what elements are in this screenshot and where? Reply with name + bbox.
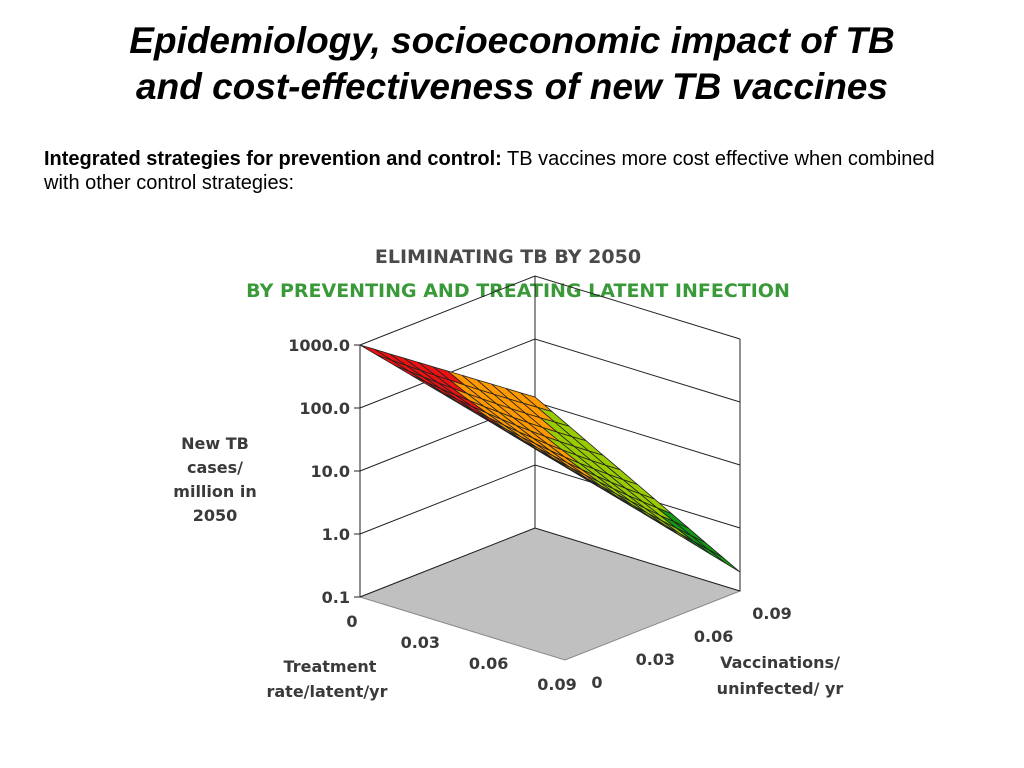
y-tick-label: 0.03 [636, 650, 675, 669]
y-tick-label: 0.06 [694, 627, 733, 646]
intro-text: Integrated strategies for prevention and… [44, 147, 944, 195]
z-gridline [359, 275, 741, 346]
surface-cell [547, 455, 580, 476]
surface-cell [691, 535, 724, 558]
x-tick-label: 0.03 [401, 633, 440, 652]
z-tick-label: 10.0 [311, 462, 350, 481]
chart-title: ELIMINATING TB BY 2050 [374, 246, 642, 268]
z-label-line-2: cases/ [186, 458, 244, 477]
y-tick-label: 0.09 [752, 604, 791, 623]
z-label-line-3: million in [173, 482, 257, 501]
chart-subtitle: BY PREVENTING AND TREATING LATENT INFECT… [246, 280, 790, 302]
intro-bold: Integrated strategies for prevention and… [44, 148, 502, 170]
title-line-1: Epidemiology, socioeconomic impact of TB [129, 20, 895, 61]
surface-mesh [359, 344, 741, 573]
z-label-line-4: 2050 [192, 506, 238, 525]
x-tick-label: 0 [346, 612, 357, 631]
intro-body: TB vaccines more cost effective when com… [44, 148, 935, 194]
title-line-2: and cost-effectiveness of new TB vaccine… [136, 66, 888, 107]
x-tick-label: 0.09 [537, 675, 576, 694]
x-tick-label: 0.06 [469, 654, 508, 673]
x-axis-label-line-2: rate/latent/yr [266, 682, 387, 701]
z-tick-label: 1.0 [322, 525, 350, 544]
z-axis-label: New TB cases/ million in 2050 [150, 432, 280, 528]
z-tick-label: 0.1 [322, 588, 350, 607]
z-label-line-1: New TB [181, 434, 249, 453]
axis-ticks: 1000.0 100.0 10.0 1.0 0.1 0 0.03 0.06 0.09 0 0.03 0… [288, 336, 791, 694]
y-axis-label-line-2: uninfected/ yr [717, 679, 844, 698]
slide-title: Epidemiology, socioeconomic impact of TB… [0, 18, 1024, 110]
z-tick-label: 1000.0 [288, 336, 350, 355]
plot-frame [358, 275, 742, 661]
z-tick-label: 100.0 [299, 399, 350, 418]
y-tick-label: 0 [591, 673, 602, 692]
x-axis-label-line-1: Treatment [284, 657, 377, 676]
y-axis-label-line-1: Vaccinations/ [720, 653, 840, 672]
